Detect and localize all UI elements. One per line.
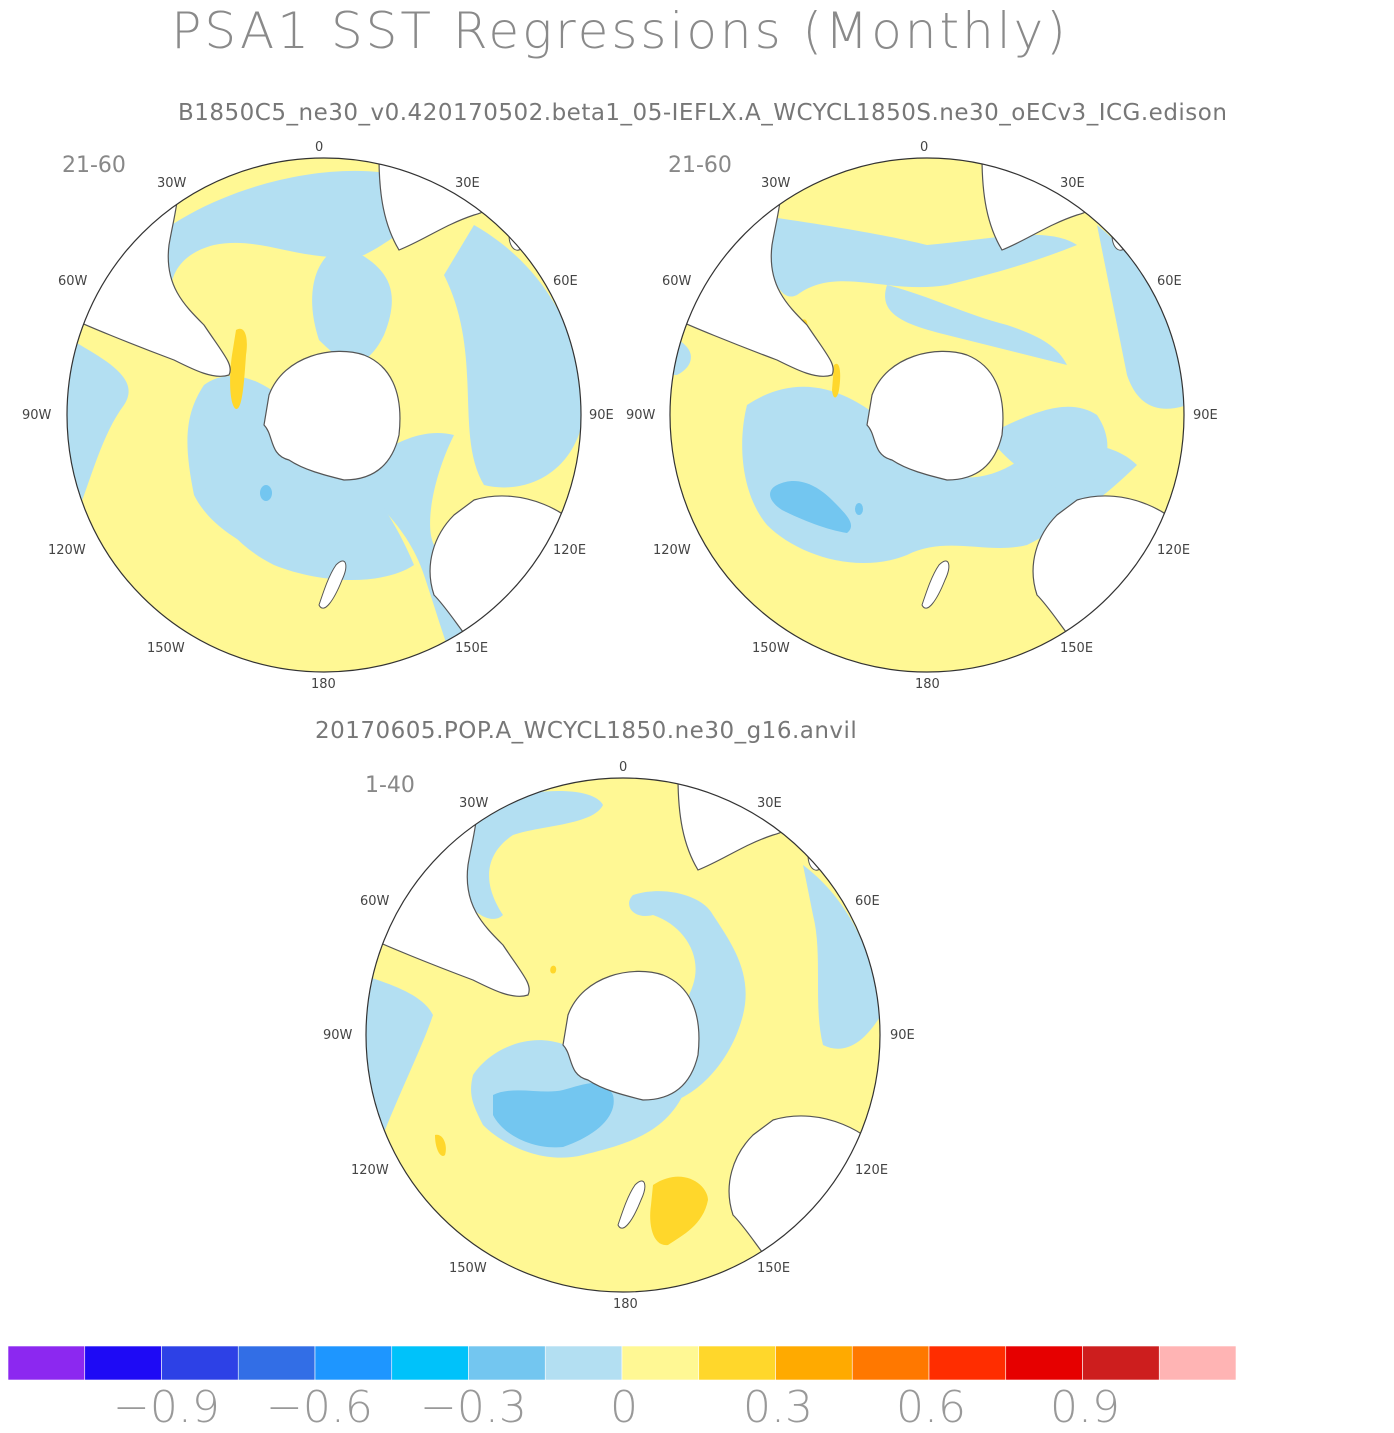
new-zealand	[921, 560, 950, 609]
panel-left-years: 21-60	[62, 153, 126, 178]
ocean-negative-region	[124, 170, 444, 315]
new-zealand	[318, 560, 347, 609]
figure-title: PSA1 SST Regressions (Monthly)	[171, 2, 1069, 60]
australia	[728, 1115, 880, 1292]
colorbar-swatch	[698, 1345, 776, 1381]
colorbar-tick-label: 0.3	[743, 1382, 813, 1433]
antarctica	[562, 970, 700, 1101]
lon-label-90w: 90W	[22, 408, 52, 423]
lon-label-60w: 60W	[58, 274, 88, 289]
lon-label-30e: 30E	[455, 176, 480, 191]
lon-label-0: 0	[619, 760, 628, 775]
lon-label-150e: 150E	[455, 641, 489, 656]
ocean-strong-positive	[832, 363, 841, 398]
lon-label-90e: 90E	[890, 1028, 915, 1043]
colorbar-swatch	[84, 1345, 162, 1381]
colorbar-tick-label: −0.6	[266, 1382, 373, 1433]
colorbar-swatch	[468, 1345, 546, 1381]
ocean-strong-negative	[855, 503, 863, 515]
colorbar-swatch	[1082, 1345, 1160, 1381]
ocean-strong-positive	[230, 328, 247, 410]
lon-label-120e: 120E	[553, 543, 587, 558]
australia	[1032, 495, 1184, 672]
lon-label-30e: 30E	[757, 796, 782, 811]
colorbar-swatch	[7, 1345, 86, 1381]
lon-label-120w: 120W	[48, 543, 86, 558]
lon-label-180: 180	[311, 677, 336, 692]
colorbar-swatch	[851, 1345, 930, 1381]
lon-label-150w: 150W	[752, 641, 790, 656]
ocean-negative-region	[197, 385, 414, 580]
lon-label-120w: 120W	[351, 1163, 389, 1178]
ocean-strong-negative	[260, 485, 272, 501]
colorbar-swatch	[621, 1345, 700, 1381]
lon-label-30w: 30W	[459, 796, 489, 811]
lon-label-150w: 150W	[147, 641, 185, 656]
lon-label-30w: 30W	[761, 176, 791, 191]
lon-label-0: 0	[920, 140, 929, 155]
colorbar-swatch	[314, 1345, 393, 1381]
lon-label-90e: 90E	[1193, 408, 1218, 423]
lon-label-30w: 30W	[157, 176, 187, 191]
lon-label-90w: 90W	[323, 1028, 353, 1043]
antarctica	[866, 350, 1004, 481]
antarctica	[263, 350, 401, 481]
ocean-negative-region	[757, 215, 1077, 297]
ocean-negative-region	[885, 285, 1067, 365]
lon-label-150e: 150E	[1060, 641, 1094, 656]
lon-label-30e: 30E	[1060, 176, 1085, 191]
colorbar-tick-label: 0.9	[1050, 1382, 1120, 1433]
panel-right-years: 21-60	[668, 153, 732, 178]
ocean-strong-positive	[435, 1134, 446, 1156]
new-zealand	[617, 1180, 646, 1229]
colorbar-swatch	[237, 1345, 316, 1381]
lon-label-60e: 60E	[553, 274, 578, 289]
colorbar-tick-label: −0.3	[420, 1382, 527, 1433]
ocean-negative-region	[312, 245, 392, 362]
lon-label-120e: 120E	[855, 1163, 889, 1178]
ocean-strong-negative	[770, 480, 852, 533]
ocean-negative-region	[451, 791, 603, 919]
colorbar	[7, 1345, 1237, 1381]
lon-label-150w: 150W	[449, 1261, 487, 1276]
lon-label-150e: 150E	[757, 1261, 791, 1276]
lon-label-180: 180	[915, 677, 940, 692]
lon-label-0: 0	[315, 140, 324, 155]
ocean-negative-region	[803, 865, 880, 1049]
ocean-negative-region	[987, 406, 1108, 495]
panel-bottom-years: 1-40	[365, 773, 415, 798]
colorbar-tick-label: −0.9	[113, 1382, 220, 1433]
colorbar-tick-label: 0.6	[896, 1382, 966, 1433]
ocean-strong-positive	[650, 1176, 708, 1246]
lon-label-60e: 60E	[855, 894, 880, 909]
lon-label-60w: 60W	[360, 894, 390, 909]
lon-label-90e: 90E	[589, 408, 614, 423]
case-label-bottom: 20170605.POP.A_WCYCL1850.ne30_g16.anvil	[315, 718, 858, 744]
colorbar-tick-label: 0	[610, 1382, 638, 1433]
australia	[429, 495, 581, 672]
polar-map-bottom	[365, 777, 881, 1293]
lon-label-60w: 60W	[662, 274, 692, 289]
ocean-negative-region	[366, 975, 433, 1145]
lon-label-90w: 90W	[626, 408, 656, 423]
colorbar-swatch	[161, 1345, 239, 1381]
lon-label-120e: 120E	[1157, 543, 1191, 558]
lon-label-60e: 60E	[1157, 274, 1182, 289]
ocean-strong-negative	[493, 1083, 614, 1148]
colorbar-swatch	[775, 1345, 853, 1381]
colorbar-swatch	[1158, 1345, 1237, 1381]
lon-label-120w: 120W	[653, 543, 691, 558]
polar-map-right	[669, 157, 1185, 673]
ocean-strong-positive	[550, 965, 557, 974]
colorbar-swatch	[391, 1345, 469, 1381]
lon-label-180: 180	[613, 1297, 638, 1312]
colorbar-swatch	[1005, 1345, 1083, 1381]
polar-map-left	[66, 157, 582, 673]
ocean-negative-region	[1097, 225, 1184, 409]
ocean-negative-region	[67, 335, 129, 535]
colorbar-swatch	[544, 1345, 623, 1381]
colorbar-swatch	[928, 1345, 1007, 1381]
case-label-top: B1850C5_ne30_v0.420170502.beta1_05-IEFLX…	[178, 100, 1228, 126]
ocean-negative-region	[444, 225, 581, 488]
